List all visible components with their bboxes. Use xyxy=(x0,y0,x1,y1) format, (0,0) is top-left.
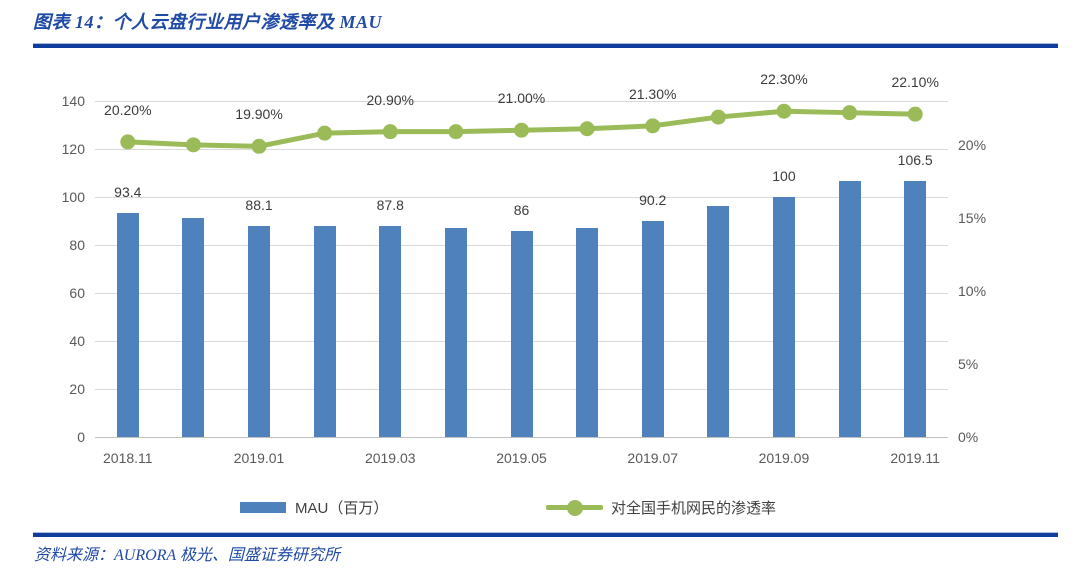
bar-value-label: 86 xyxy=(513,201,530,218)
bar-2019.01 xyxy=(248,225,271,437)
x-axis-tick-label: 2018.11 xyxy=(103,450,153,466)
y-axis-left-tick-label: 40 xyxy=(69,333,85,349)
bar-2019.09 xyxy=(772,197,795,437)
y-axis-left-tick-label: 0 xyxy=(77,429,85,445)
bar-2019.05 xyxy=(510,230,533,437)
gridline xyxy=(95,101,948,102)
footer-divider xyxy=(33,532,1058,537)
line-value-label: 22.30% xyxy=(760,71,808,88)
bar-value-label: 87.8 xyxy=(376,197,404,214)
y-axis-left-tick-label: 120 xyxy=(61,141,85,157)
bar-value-label: 93.4 xyxy=(114,183,142,200)
line-marker xyxy=(645,118,661,134)
y-axis-left-tick-label: 100 xyxy=(61,189,85,205)
figure-title: 图表 14：个人云盘行业用户渗透率及 MAU xyxy=(33,12,383,32)
bar-2019.07 xyxy=(641,220,664,437)
legend-item-penetration: 对全国手机网民的渗透率 xyxy=(546,497,776,518)
y-axis-right-tick-label: 5% xyxy=(958,355,979,372)
x-axis-tick-label: 2019.11 xyxy=(890,450,940,466)
line-marker xyxy=(382,124,398,140)
line-marker xyxy=(579,121,595,137)
gridline xyxy=(95,197,948,198)
y-axis-right-tick-label: 15% xyxy=(958,209,987,226)
x-axis-tick-label: 2019.05 xyxy=(496,450,547,466)
line-marker xyxy=(317,125,333,141)
line-series-swatch xyxy=(546,499,603,516)
line-marker xyxy=(120,134,136,150)
bar-2019.06 xyxy=(576,227,599,437)
bar-2019.11 xyxy=(904,181,927,437)
y-axis-right-tick-label: 20% xyxy=(958,136,987,153)
line-marker xyxy=(514,122,529,138)
x-axis-line xyxy=(95,437,948,438)
bar-value-label: 106.5 xyxy=(897,152,933,169)
line-value-label: 19.90% xyxy=(235,106,283,123)
bar-value-label: 100 xyxy=(772,168,796,184)
line-marker xyxy=(776,103,792,119)
bar-2019.10 xyxy=(838,181,861,437)
legend-label-penetration: 对全国手机网民的渗透率 xyxy=(611,500,777,517)
y-axis-left-tick-label: 20 xyxy=(69,381,85,397)
y-axis-right-tick-label: 10% xyxy=(958,282,987,299)
line-marker xyxy=(710,109,726,125)
x-axis-tick-label: 2019.01 xyxy=(233,450,285,466)
line-marker-swatch-dot xyxy=(566,499,583,516)
x-axis-tick-label: 2019.03 xyxy=(364,450,416,466)
y-axis-left-tick-label: 80 xyxy=(69,237,85,253)
bar-2018.11 xyxy=(116,212,139,437)
title-divider xyxy=(33,43,1058,48)
y-axis-right-tick-label: 0% xyxy=(958,429,979,445)
legend-label-mau: MAU（百万） xyxy=(295,500,389,517)
line-marker xyxy=(842,105,858,121)
source-note: 资料来源：AURORA 极光、国盛证券研究所 xyxy=(34,547,340,564)
line-value-label: 20.20% xyxy=(104,101,152,118)
gridline xyxy=(95,149,948,150)
legend-item-mau: MAU（百万） xyxy=(240,497,388,518)
bar-2019.04 xyxy=(444,227,467,437)
bar-2019.08 xyxy=(707,206,730,437)
line-value-label: 22.10% xyxy=(891,74,939,91)
line-value-label: 21.00% xyxy=(497,90,546,107)
bar-value-label: 90.2 xyxy=(639,191,667,208)
line-value-label: 20.90% xyxy=(366,91,414,108)
bar-series-swatch xyxy=(240,502,286,513)
bar-value-label: 88.1 xyxy=(245,196,273,213)
line-marker xyxy=(251,138,267,154)
line-marker xyxy=(185,137,201,153)
y-axis-left-tick-label: 60 xyxy=(69,285,85,301)
line-value-label: 21.30% xyxy=(628,85,677,102)
line-marker xyxy=(907,106,923,122)
bar-2019.02 xyxy=(313,225,336,437)
x-axis-tick-label: 2019.07 xyxy=(627,450,679,466)
line-marker xyxy=(448,124,464,140)
bar-2018.12 xyxy=(182,218,205,437)
y-axis-left-tick-label: 140 xyxy=(61,93,85,109)
x-axis-tick-label: 2019.09 xyxy=(758,450,810,466)
bar-2019.03 xyxy=(379,226,402,437)
